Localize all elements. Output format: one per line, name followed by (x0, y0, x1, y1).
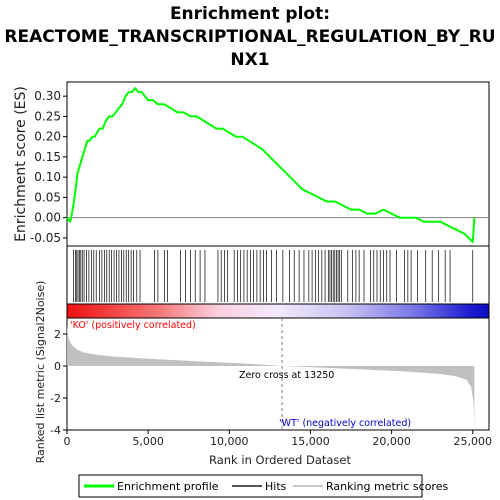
metric-panel (66, 317, 490, 431)
legend-profile-label: Enrichment profile (117, 480, 219, 493)
x-tick-label: 0 (64, 435, 71, 448)
metric-y-tick-label: -2 (50, 392, 61, 405)
zero-cross-label: Zero cross at 13250 (239, 370, 334, 381)
metric-y-tick-label: -4 (50, 424, 61, 437)
es-y-tick-label: 0.05 (34, 190, 61, 204)
es-y-tick-label: 0.20 (34, 130, 61, 144)
metric-y-axis: 2 0 -2 -4 (50, 328, 67, 437)
enrichment-profile-series (66, 87, 476, 243)
x-tick-label: 15,000 (291, 435, 330, 448)
es-y-tick-label: 0.15 (34, 150, 61, 164)
metric-y-tick-label: 0 (54, 360, 61, 373)
chart-title-line-3: NX1 (230, 50, 270, 70)
chart-title-line-1: Enrichment plot: (169, 4, 331, 24)
es-y-tick-label: 0.30 (34, 89, 61, 103)
chart-title-line-2: REACTOME_TRANSCRIPTIONAL_REGULATION_BY_R… (4, 27, 496, 47)
rank-colorbar (66, 303, 490, 319)
x-tick-label: 10,000 (210, 435, 249, 448)
x-axis-label: Rank in Ordered Dataset (209, 453, 352, 467)
legend-metric-label: Ranking metric scores (326, 480, 448, 493)
ko-label: 'KO' (positively correlated) (70, 320, 196, 331)
es-y-tick-label: 0.00 (34, 211, 61, 225)
x-axis: 0 5,000 10,000 15,000 20,000 25,000 (64, 430, 493, 448)
es-y-axis: -0.05 0.00 0.05 0.10 0.15 0.20 0.25 0.30 (30, 89, 67, 245)
wt-label: 'WT' (negatively correlated) (279, 418, 411, 429)
metric-y-tick-label: 2 (54, 328, 61, 341)
y-axis-label-es: Enrichment score (ES) (13, 86, 29, 242)
legend-hits-label: Hits (265, 480, 287, 493)
x-tick-label: 20,000 (372, 435, 411, 448)
enrichment-profile-line (66, 87, 476, 243)
es-y-tick-label: 0.10 (34, 170, 61, 184)
x-tick-label: 5,000 (132, 435, 164, 448)
hit-marks (73, 250, 474, 302)
x-tick-label: 25,000 (454, 435, 493, 448)
y-axis-label-metric: Ranked list metric (Signal2Noise) (34, 281, 47, 464)
es-y-tick-label: 0.25 (34, 109, 61, 123)
es-y-tick-label: -0.05 (30, 231, 61, 245)
